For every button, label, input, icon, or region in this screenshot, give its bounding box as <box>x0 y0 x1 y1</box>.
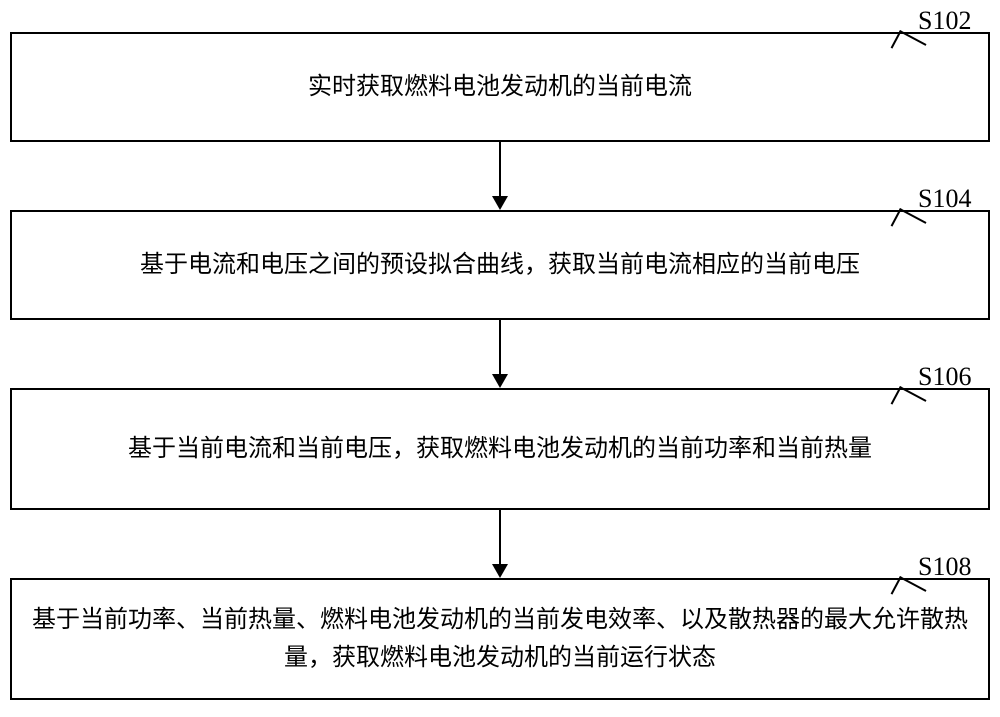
flow-step-text: 基于当前功率、当前热量、燃料电池发动机的当前发电效率、以及散热器的最大允许散热量… <box>32 601 968 678</box>
flowchart-canvas: 实时获取燃料电池发动机的当前电流 S102 基于电流和电压之间的预设拟合曲线，获取当… <box>0 0 1000 717</box>
flow-step-label-s104: S104 <box>918 184 971 214</box>
flow-step-label-s106: S106 <box>918 362 971 392</box>
flow-step-s104: 基于电流和电压之间的预设拟合曲线，获取当前电流相应的当前电压 <box>10 210 990 320</box>
arrow-line-s106-s108 <box>499 510 501 564</box>
flow-step-text: 基于当前电流和当前电压，获取燃料电池发动机的当前功率和当前热量 <box>128 430 872 468</box>
flow-step-s108: 基于当前功率、当前热量、燃料电池发动机的当前发电效率、以及散热器的最大允许散热量… <box>10 578 990 700</box>
arrow-head-s102-s104 <box>492 196 508 210</box>
flow-step-text: 基于电流和电压之间的预设拟合曲线，获取当前电流相应的当前电压 <box>140 246 860 284</box>
arrow-line-s104-s106 <box>499 320 501 374</box>
flow-step-text: 实时获取燃料电池发动机的当前电流 <box>308 68 692 106</box>
flow-step-s102: 实时获取燃料电池发动机的当前电流 <box>10 32 990 142</box>
flow-step-label-s108: S108 <box>918 552 971 582</box>
flow-step-label-s102: S102 <box>918 6 971 36</box>
flow-step-s106: 基于当前电流和当前电压，获取燃料电池发动机的当前功率和当前热量 <box>10 388 990 510</box>
arrow-head-s104-s106 <box>492 374 508 388</box>
arrow-head-s106-s108 <box>492 564 508 578</box>
arrow-line-s102-s104 <box>499 142 501 196</box>
